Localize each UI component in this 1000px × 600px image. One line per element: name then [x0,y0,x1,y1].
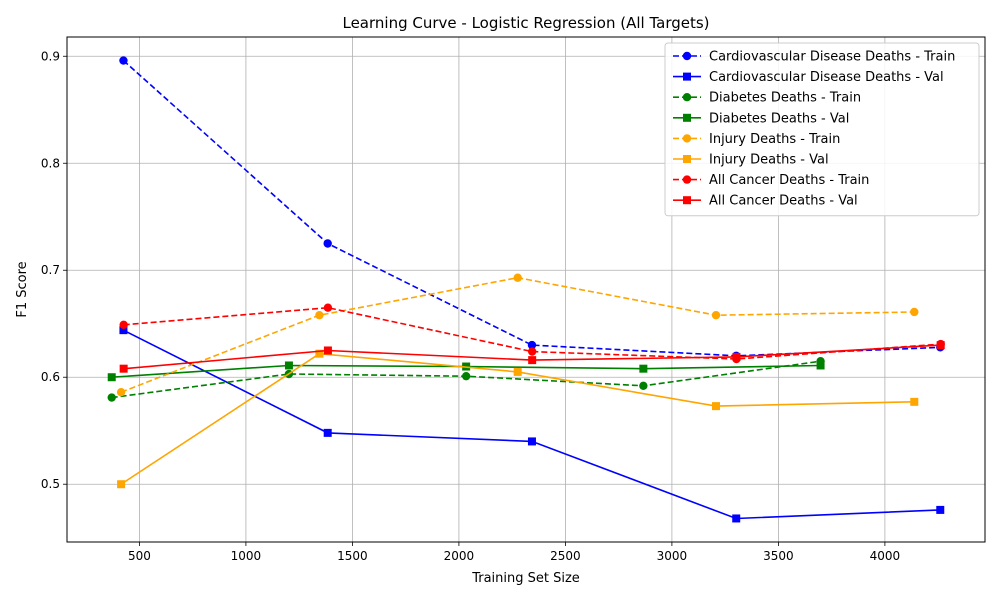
legend-entry: All Cancer Deaths - Train [673,173,869,188]
data-point [461,371,471,381]
legend-label: All Cancer Deaths - Train [709,173,869,188]
data-point [119,320,128,330]
data-point [527,340,537,350]
legend-label: All Cancer Deaths - Val [709,194,858,209]
data-point [119,56,128,65]
data-point [323,428,332,437]
legend-label: Injury Deaths - Val [709,153,829,168]
data-point [107,393,116,402]
data-point [528,356,537,365]
legend-entry: Diabetes Deaths - Train [673,91,861,106]
series-4 [116,273,919,397]
legend-marker [683,113,691,122]
data-point [527,347,537,356]
legend: Cardiovascular Disease Deaths - Train Car… [664,42,980,217]
y-axis-label: F1 Score [15,261,30,317]
legend-label: Diabetes Deaths - Train [709,91,861,106]
data-point [119,326,128,335]
data-point [936,505,945,514]
data-point [816,361,825,370]
data-point [323,239,332,248]
x-axis-label: Training Set Size [471,571,580,586]
legend-entry: Injury Deaths - Val [673,153,829,168]
data-point [513,367,522,376]
data-point [910,307,919,317]
legend-label: Diabetes Deaths - Val [709,111,849,126]
series-5 [117,349,919,489]
legend-label: Cardiovascular Disease Deaths - Val [709,70,944,85]
data-point [711,402,720,411]
legend-label: Injury Deaths - Train [709,132,840,147]
y-tick-label: 0.7 [41,263,60,277]
legend-entry: Cardiovascular Disease Deaths - Train [673,50,955,65]
legend-marker [682,175,692,184]
legend-marker [683,72,691,81]
series-layer [107,56,945,523]
x-tick-label: 4000 [870,549,901,563]
data-point [119,364,128,373]
legend-label: Cardiovascular Disease Deaths - Train [709,50,955,65]
legend-box [664,42,980,217]
data-point [107,373,116,382]
x-tick-label: 2500 [550,549,581,563]
chart-title: Learning Curve - Logistic Regression (Al… [342,14,709,32]
data-point [732,352,741,361]
legend-marker [682,93,692,102]
y-tick-label: 0.6 [41,370,60,384]
legend-entry: Cardiovascular Disease Deaths - Val [673,70,944,85]
y-axis-ticks: 0.5 0.6 0.7 0.8 0.9 [41,49,67,491]
data-point [639,381,648,390]
data-point [323,303,333,312]
legend-marker [683,196,691,205]
x-tick-label: 3000 [657,549,688,563]
series-6 [119,303,945,364]
legend-marker [682,51,692,61]
data-point [910,397,919,406]
data-point [711,310,721,320]
legend-marker [682,134,692,143]
data-point [527,437,536,446]
data-point [116,388,126,397]
plot-frame [66,36,986,543]
y-tick-label: 0.5 [41,477,60,491]
legend-entry: Diabetes Deaths - Val [673,111,849,126]
x-axis-ticks: 500 1000 1500 2000 2500 3000 3500 4000 [128,542,900,563]
x-tick-label: 500 [128,549,151,563]
series-7 [119,341,945,373]
data-point [284,361,293,370]
x-tick-label: 3500 [763,549,794,563]
series-1 [119,326,945,523]
data-point [936,341,945,350]
x-tick-label: 1500 [337,549,368,563]
data-point [323,346,332,355]
legend-entry: Injury Deaths - Train [673,132,840,147]
x-tick-label: 1000 [231,549,262,563]
legend-marker [683,155,691,163]
x-tick-label: 2000 [444,549,475,563]
data-point [315,310,324,320]
data-point [732,514,741,523]
y-tick-label: 0.9 [41,49,60,63]
data-point [117,480,126,489]
data-point [315,349,324,358]
legend-entry: All Cancer Deaths - Val [673,194,858,209]
y-tick-label: 0.8 [41,156,60,170]
data-point [513,273,522,282]
series-line [123,306,941,360]
data-point [639,364,648,373]
